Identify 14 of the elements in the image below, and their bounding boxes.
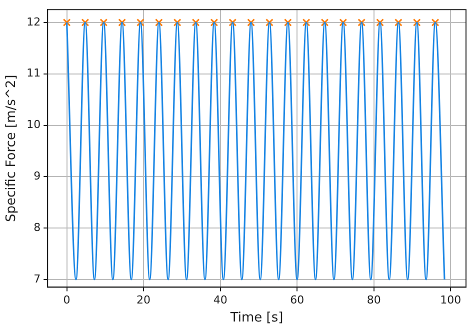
y-tick-label: 11 [26, 66, 41, 80]
y-tick-label: 7 [34, 272, 41, 286]
y-tick-label: 12 [26, 15, 41, 28]
x-tick-label: 20 [136, 294, 151, 307]
y-axis-title: Specific Force [m/s^2] [4, 74, 20, 222]
y-tick-label: 9 [34, 170, 41, 183]
x-tick-label: 80 [366, 294, 381, 307]
x-axis-title: Time [s] [229, 310, 284, 326]
y-tick-label: 10 [26, 118, 41, 132]
x-tick-label: 40 [213, 294, 228, 307]
x-tick-label: 0 [63, 294, 70, 307]
y-tick-label: 8 [34, 220, 41, 234]
x-tick-label: 60 [290, 294, 304, 307]
x-tick-label: 100 [440, 294, 462, 307]
